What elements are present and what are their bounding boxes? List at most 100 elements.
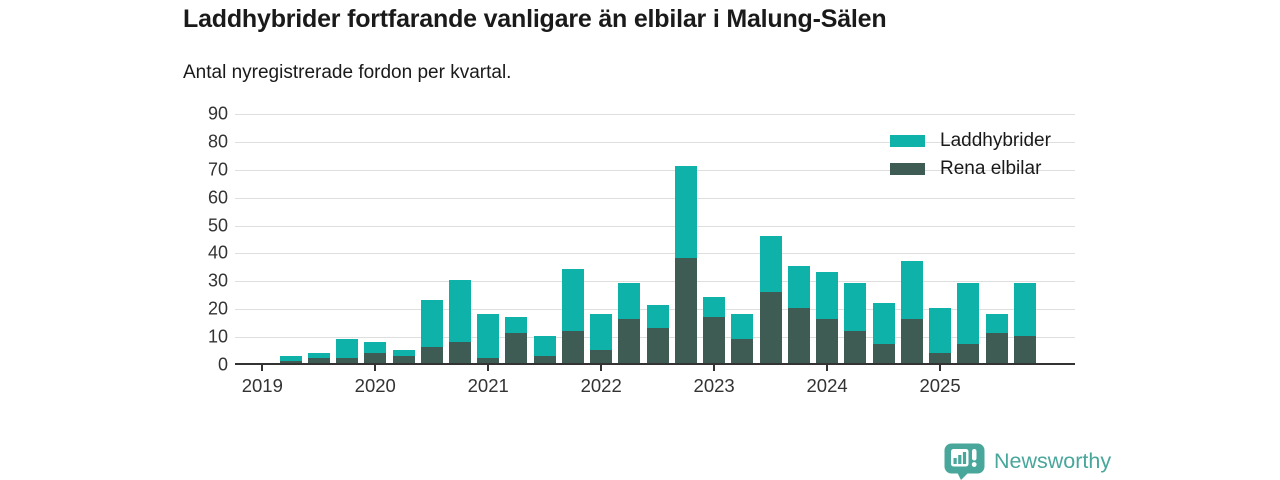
y-axis-label: 10 bbox=[207, 326, 228, 347]
legend-item-rena-elbilar: Rena elbilar bbox=[890, 155, 1051, 183]
newsworthy-logo-text: Newsworthy bbox=[994, 449, 1112, 473]
bar-rena-elbilar-segment bbox=[646, 327, 669, 364]
bar-rena-elbilar-segment bbox=[787, 308, 810, 364]
x-axis-label: 2020 bbox=[354, 375, 396, 396]
y-axis-label: 80 bbox=[207, 131, 228, 152]
bar-laddhybrider-segment bbox=[392, 350, 415, 356]
gridline bbox=[235, 225, 1075, 227]
y-axis: 0 10 20 30 40 50 60 70 80 90 bbox=[160, 104, 228, 375]
bar-rena-elbilar-segment bbox=[392, 355, 415, 364]
x-axis-label: 2024 bbox=[806, 375, 848, 396]
bar-rena-elbilar-segment bbox=[957, 344, 980, 364]
bar-laddhybrider-segment bbox=[477, 313, 500, 359]
legend-label: Rena elbilar bbox=[940, 158, 1042, 179]
bar-rena-elbilar-segment bbox=[674, 258, 697, 364]
bar-laddhybrider-segment bbox=[561, 269, 584, 331]
gridline bbox=[235, 169, 1075, 171]
gridline bbox=[235, 197, 1075, 199]
x-axis-tick bbox=[939, 365, 942, 371]
bar-rena-elbilar-segment bbox=[561, 330, 584, 364]
newsworthy-logo-icon bbox=[944, 443, 985, 480]
x-axis-tick bbox=[261, 365, 264, 371]
x-axis-line bbox=[235, 363, 1075, 365]
bar-rena-elbilar-segment bbox=[872, 344, 895, 364]
bar-laddhybrider-segment bbox=[448, 280, 471, 342]
legend-swatch-laddhybrider bbox=[890, 135, 925, 147]
bar-rena-elbilar-segment bbox=[703, 316, 726, 364]
x-axis-tick bbox=[487, 365, 490, 371]
bar-rena-elbilar-segment bbox=[477, 358, 500, 364]
bar-laddhybrider-segment bbox=[844, 283, 867, 331]
legend-swatch-rena-elbilar bbox=[890, 163, 925, 175]
bar-laddhybrider-segment bbox=[307, 352, 330, 359]
legend-label: Laddhybrider bbox=[940, 130, 1051, 151]
x-axis-label: 2019 bbox=[241, 375, 283, 396]
y-axis-label: 50 bbox=[207, 215, 228, 236]
y-axis-label: 40 bbox=[207, 242, 228, 263]
bar-laddhybrider-segment bbox=[364, 341, 387, 353]
bar-rena-elbilar-segment bbox=[731, 338, 754, 364]
bar-laddhybrider-segment bbox=[505, 316, 528, 334]
y-axis-label: 20 bbox=[207, 298, 228, 319]
x-axis-label: 2021 bbox=[467, 375, 509, 396]
gridline bbox=[235, 114, 1075, 115]
y-axis-label: 60 bbox=[207, 187, 228, 208]
plot-area: Laddhybrider Rena elbilar 2019 2020 2021 20… bbox=[235, 114, 1075, 396]
y-axis-label: 90 bbox=[207, 103, 228, 124]
bar-rena-elbilar-segment bbox=[929, 352, 952, 364]
bar-rena-elbilar-segment bbox=[448, 341, 471, 364]
bar-rena-elbilar-segment bbox=[985, 333, 1008, 364]
bar-laddhybrider-segment bbox=[759, 235, 782, 292]
legend-item-laddhybrider: Laddhybrider bbox=[890, 127, 1051, 155]
bar-laddhybrider-segment bbox=[985, 313, 1008, 334]
bar-laddhybrider-segment bbox=[731, 313, 754, 339]
bar-laddhybrider-segment bbox=[279, 355, 302, 362]
chart-title: Laddhybrider fortfarande vanligare än el… bbox=[183, 5, 887, 33]
bar-laddhybrider-segment bbox=[646, 305, 669, 328]
bar-laddhybrider-segment bbox=[900, 260, 923, 320]
gridline bbox=[235, 141, 1075, 143]
bar-laddhybrider-segment bbox=[336, 338, 359, 359]
y-axis-label: 0 bbox=[217, 354, 228, 375]
bar-rena-elbilar-segment bbox=[900, 319, 923, 364]
gridline bbox=[235, 281, 1075, 283]
x-axis-label: 2022 bbox=[580, 375, 622, 396]
bar-rena-elbilar-segment bbox=[420, 347, 443, 364]
chart-subtitle: Antal nyregistrerade fordon per kvartal. bbox=[183, 62, 512, 83]
bar-rena-elbilar-segment bbox=[307, 358, 330, 364]
x-axis-label: 2025 bbox=[919, 375, 961, 396]
bar-rena-elbilar-segment bbox=[279, 361, 302, 364]
x-axis-label: 2023 bbox=[693, 375, 735, 396]
bar-rena-elbilar-segment bbox=[1013, 336, 1036, 364]
bar-laddhybrider-segment bbox=[929, 308, 952, 353]
bar-laddhybrider-segment bbox=[533, 336, 556, 356]
x-axis-tick bbox=[600, 365, 603, 371]
x-axis-tick bbox=[374, 365, 377, 371]
bar-rena-elbilar-segment bbox=[618, 319, 641, 364]
x-axis-tick bbox=[826, 365, 829, 371]
y-axis-label: 70 bbox=[207, 159, 228, 180]
bar-rena-elbilar-segment bbox=[590, 350, 613, 364]
bar-rena-elbilar-segment bbox=[759, 291, 782, 364]
bar-rena-elbilar-segment bbox=[336, 358, 359, 364]
bar-laddhybrider-segment bbox=[1013, 283, 1036, 337]
bar-laddhybrider-segment bbox=[703, 297, 726, 317]
bar-laddhybrider-segment bbox=[787, 266, 810, 309]
bar-rena-elbilar-segment bbox=[533, 355, 556, 364]
bar-laddhybrider-segment bbox=[872, 302, 895, 345]
bar-rena-elbilar-segment bbox=[816, 319, 839, 364]
bar-rena-elbilar-segment bbox=[505, 333, 528, 364]
legend: Laddhybrider Rena elbilar bbox=[890, 127, 1051, 183]
bar-rena-elbilar-segment bbox=[844, 330, 867, 364]
gridline bbox=[235, 253, 1075, 255]
x-axis-tick bbox=[713, 365, 716, 371]
bar-laddhybrider-segment bbox=[590, 313, 613, 351]
bar-laddhybrider-segment bbox=[420, 299, 443, 348]
bar-rena-elbilar-segment bbox=[364, 352, 387, 364]
newsworthy-logo: Newsworthy bbox=[944, 443, 1111, 480]
y-axis-label: 30 bbox=[207, 270, 228, 291]
bar-laddhybrider-segment bbox=[618, 283, 641, 320]
bar-laddhybrider-segment bbox=[816, 271, 839, 320]
bar-laddhybrider-segment bbox=[674, 166, 697, 259]
